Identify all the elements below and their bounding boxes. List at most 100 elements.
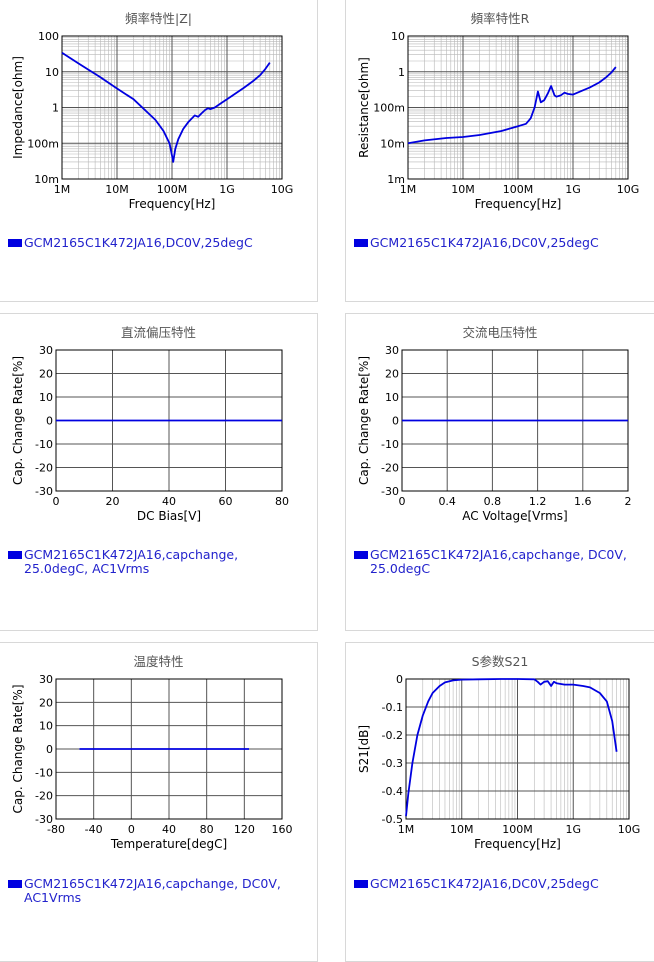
x-axis-label: Frequency[Hz]: [474, 837, 561, 851]
legend-label[interactable]: GCM2165C1K472JA16,capchange,: [24, 547, 239, 562]
y-tick-label: 10: [39, 391, 53, 404]
x-axis-label: Frequency[Hz]: [475, 197, 562, 211]
legend-label-line2[interactable]: 25.0degC, AC1Vrms: [24, 561, 150, 576]
y-tick-label: 1: [398, 66, 405, 79]
chart-panel-dc-bias: 直流偏压特性 0 20 40 60 80 -30 -20 -10 0 10 20 30 DC Bias[…: [0, 313, 318, 631]
x-tick-label: 40: [162, 495, 176, 508]
x-tick-label: 2: [625, 495, 632, 508]
x-tick-label: 100M: [502, 823, 533, 836]
y-tick-label: 10: [39, 720, 53, 733]
y-axis-label: Resistance[ohm]: [357, 57, 371, 158]
series-line: [61, 51, 271, 163]
y-axis-label: Cap. Change Rate[%]: [11, 356, 25, 485]
chart-title: S参数S21: [471, 654, 529, 669]
x-tick-label: -80: [47, 823, 65, 836]
x-tick-label: 0: [128, 823, 135, 836]
y-tick-label: -0.3: [382, 757, 403, 770]
legend-label[interactable]: GCM2165C1K472JA16,DC0V,25degC: [370, 876, 599, 891]
x-tick-label: 20: [106, 495, 120, 508]
x-tick-label: 0.4: [438, 495, 456, 508]
chart-resistance: 1M 10M 100M 1G 10G 1m 10m 100m 1 10 Frequency[Hz] R…: [357, 30, 640, 211]
y-tick-label: -20: [35, 790, 53, 803]
y-tick-label: -30: [35, 485, 53, 498]
chart-title: 交流电压特性: [462, 325, 538, 340]
y-tick-label: -10: [381, 438, 399, 451]
x-tick-label: 10M: [450, 823, 474, 836]
chart-panel-impedance: 頻率特性|Z| 1M 10M 100M 1G 10G 10m 100m 1 10 100 Frequ…: [0, 0, 318, 302]
series-line: [405, 678, 618, 817]
y-tick-label: 30: [39, 673, 53, 686]
chart-impedance: 1M 10M 100M 1G 10G 10m 100m 1 10 100 Frequency[Hz]…: [11, 30, 293, 211]
x-tick-label: 1M: [400, 183, 417, 196]
x-tick-label: 100M: [157, 183, 188, 196]
x-tick-label: 0.8: [484, 495, 502, 508]
legend-label[interactable]: GCM2165C1K472JA16,DC0V,25degC: [370, 235, 599, 250]
legend: GCM2165C1K472JA16,capchange, 25.0degC, A…: [8, 548, 238, 576]
x-tick-label: 1G: [565, 183, 581, 196]
legend-label[interactable]: GCM2165C1K472JA16,DC0V,25degC: [24, 235, 253, 250]
legend: GCM2165C1K472JA16,DC0V,25degC: [8, 236, 253, 250]
y-tick-label: 10: [385, 391, 399, 404]
y-tick-label: 0: [396, 673, 403, 686]
legend: GCM2165C1K472JA16,capchange, DC0V, 25.0d…: [354, 548, 627, 576]
legend-swatch: [8, 239, 22, 247]
x-tick-label: 80: [275, 495, 289, 508]
chart-dc-bias: 0 20 40 60 80 -30 -20 -10 0 10 20 30 DC Bias[V] Cap. …: [11, 344, 289, 523]
y-tick-label: 0: [46, 743, 53, 756]
chart-title: 頻率特性|Z|: [125, 11, 192, 26]
x-tick-label: 1G: [219, 183, 235, 196]
x-tick-label: 0: [53, 495, 60, 508]
y-tick-label: 0: [46, 415, 53, 428]
x-tick-label: 10M: [105, 183, 129, 196]
legend: GCM2165C1K472JA16,DC0V,25degC: [354, 236, 599, 250]
x-tick-label: -40: [85, 823, 103, 836]
chart-panel-s21: S参数S21 1M 10M 100M 1G 10G -0.5 -0.4 -0.3 -0.2 -0.…: [345, 642, 654, 962]
chart-title: 直流偏压特性: [120, 325, 196, 340]
y-tick-label: 30: [39, 344, 53, 357]
x-axis-label: Temperature[degC]: [110, 837, 227, 851]
y-tick-label: -10: [35, 766, 53, 779]
series-line: [407, 66, 617, 145]
x-tick-label: 60: [219, 495, 233, 508]
legend-swatch: [8, 551, 22, 559]
plot-frame: [61, 35, 283, 180]
y-tick-label: -0.4: [382, 785, 403, 798]
x-tick-label: 100M: [503, 183, 534, 196]
y-axis-label: Cap. Change Rate[%]: [357, 356, 371, 485]
x-tick-label: 40: [162, 823, 176, 836]
chart-panel-resistance: 頻率特性R 1M 10M 100M 1G 10G 1m 10m 100m 1 10 Frequenc…: [345, 0, 654, 302]
x-tick-label: 120: [234, 823, 255, 836]
legend-label-line2[interactable]: AC1Vrms: [24, 890, 82, 905]
x-tick-label: 1M: [54, 183, 71, 196]
y-tick-label: 100m: [373, 102, 405, 115]
y-tick-label: 10m: [380, 137, 405, 150]
legend-label[interactable]: GCM2165C1K472JA16,capchange, DC0V,: [24, 876, 281, 891]
legend-swatch: [8, 880, 22, 888]
x-axis-label: Frequency[Hz]: [129, 197, 216, 211]
x-axis-label: AC Voltage[Vrms]: [462, 509, 567, 523]
legend-label[interactable]: GCM2165C1K472JA16,capchange, DC0V,: [370, 547, 627, 562]
y-tick-label: 20: [385, 368, 399, 381]
x-tick-label: 1M: [398, 823, 415, 836]
y-tick-label: -20: [35, 462, 53, 475]
chart-ac-voltage: 0 0.4 0.8 1.2 1.6 2 -30 -20 -10 0 10 20 30 AC Voltage…: [357, 344, 632, 523]
x-tick-label: 10G: [618, 823, 641, 836]
y-axis-label: Impedance[ohm]: [11, 56, 25, 159]
y-tick-label: -0.5: [382, 813, 403, 826]
chart-title: 頻率特性R: [470, 11, 530, 26]
y-axis-label: S21[dB]: [357, 725, 371, 773]
x-tick-label: 10G: [617, 183, 640, 196]
legend-label-line2[interactable]: 25.0degC: [370, 561, 431, 576]
chart-grid: [407, 35, 629, 180]
y-tick-label: 20: [39, 696, 53, 709]
chart-panel-temperature: 温度特性 -80 -40 0 40 80 120 160 -30 -20 -10 0 10 20 30 Te…: [0, 642, 318, 962]
x-tick-label: 1G: [565, 823, 581, 836]
legend-swatch: [354, 239, 368, 247]
x-tick-label: 80: [200, 823, 214, 836]
legend: GCM2165C1K472JA16,DC0V,25degC: [354, 877, 599, 891]
y-tick-label: 10m: [34, 173, 59, 186]
y-tick-label: -10: [35, 438, 53, 451]
plot-frame: [55, 678, 283, 820]
y-tick-label: 100m: [27, 137, 59, 150]
y-axis-label: Cap. Change Rate[%]: [11, 684, 25, 813]
